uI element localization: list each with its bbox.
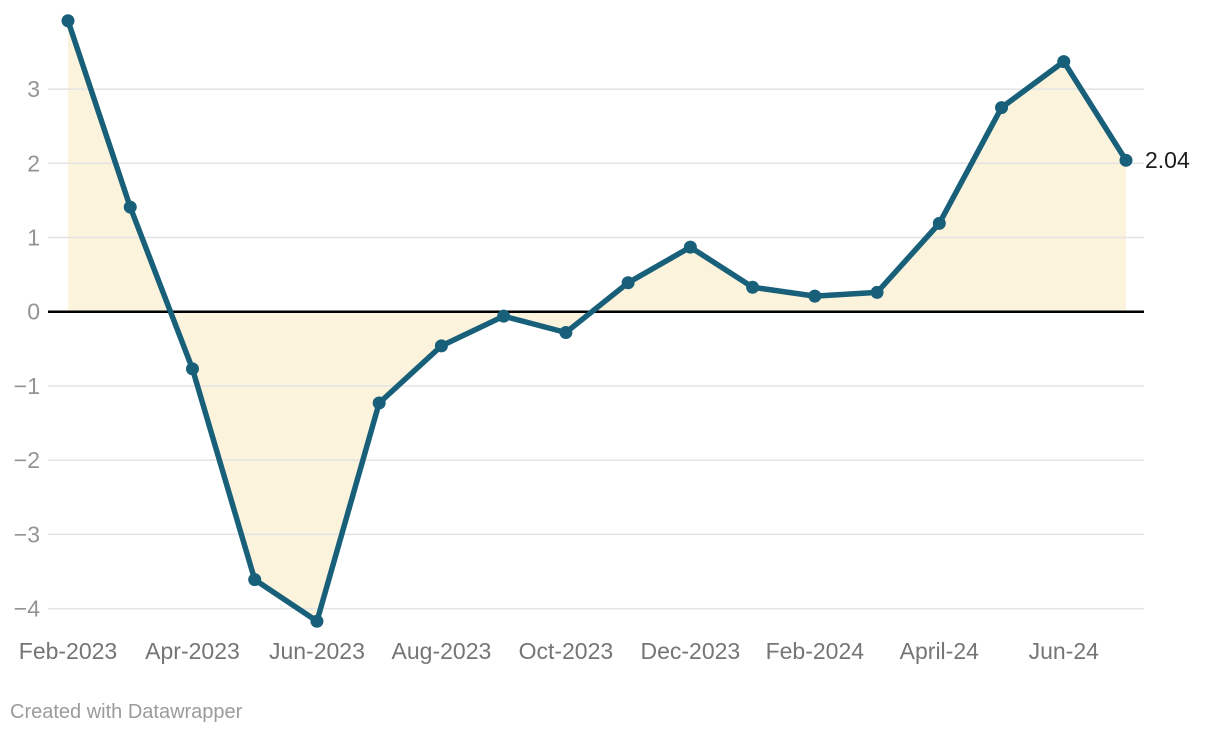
y-axis-tick-label: −3 — [14, 521, 40, 547]
chart-footer: Created with Datawrapper — [10, 701, 242, 723]
x-axis-tick-label: Apr-2023 — [145, 638, 240, 664]
y-axis-tick-label: −1 — [14, 373, 40, 399]
y-axis-tick-label: 1 — [27, 225, 40, 251]
x-axis-tick-label: April-24 — [900, 638, 979, 664]
x-axis-tick-label: Dec-2023 — [640, 638, 740, 664]
data-point-marker — [1057, 55, 1071, 69]
data-point-marker — [497, 309, 511, 323]
y-axis-tick-label: 3 — [27, 76, 40, 102]
x-axis-tick-label: Feb-2023 — [19, 638, 117, 664]
end-value-label: 2.04 — [1145, 147, 1190, 173]
data-point-marker — [310, 614, 324, 628]
line-chart: 3 2 1 0 −1 −2 −3 −4 Feb-2023 Apr-2023 Jun-2023 Aug-… — [14, 14, 1144, 664]
data-point-marker — [61, 14, 75, 28]
x-axis-tick-label: Jun-24 — [1029, 638, 1100, 664]
data-point-marker — [932, 216, 946, 230]
data-point-marker — [185, 362, 199, 376]
data-point-marker — [808, 289, 822, 303]
y-axis-tick-label: 0 — [27, 299, 40, 325]
y-axis-tick-label: −2 — [14, 447, 40, 473]
data-point-marker — [248, 573, 262, 587]
x-axis-tick-label: Jun-2023 — [269, 638, 365, 664]
data-point-marker — [1119, 153, 1133, 167]
x-axis-tick-label: Aug-2023 — [392, 638, 492, 664]
area-fill — [68, 20, 1126, 622]
data-point-marker — [559, 326, 573, 340]
y-axis-tick-label: 2 — [27, 150, 40, 176]
data-point-marker — [870, 285, 884, 299]
x-axis-tick-label: Oct-2023 — [519, 638, 614, 664]
x-axis-tick-label: Feb-2024 — [766, 638, 865, 664]
data-point-marker — [372, 396, 386, 410]
data-line — [65, 18, 1129, 624]
datawrapper-attribution-link[interactable]: Created with Datawrapper — [10, 701, 243, 723]
data-point-marker — [746, 280, 760, 294]
data-point-marker — [683, 240, 697, 254]
data-point-marker — [123, 200, 137, 214]
y-axis-tick-label: −4 — [14, 596, 40, 622]
data-point-marker — [995, 101, 1009, 115]
data-point-marker — [434, 339, 448, 353]
data-point-marker — [621, 276, 635, 290]
